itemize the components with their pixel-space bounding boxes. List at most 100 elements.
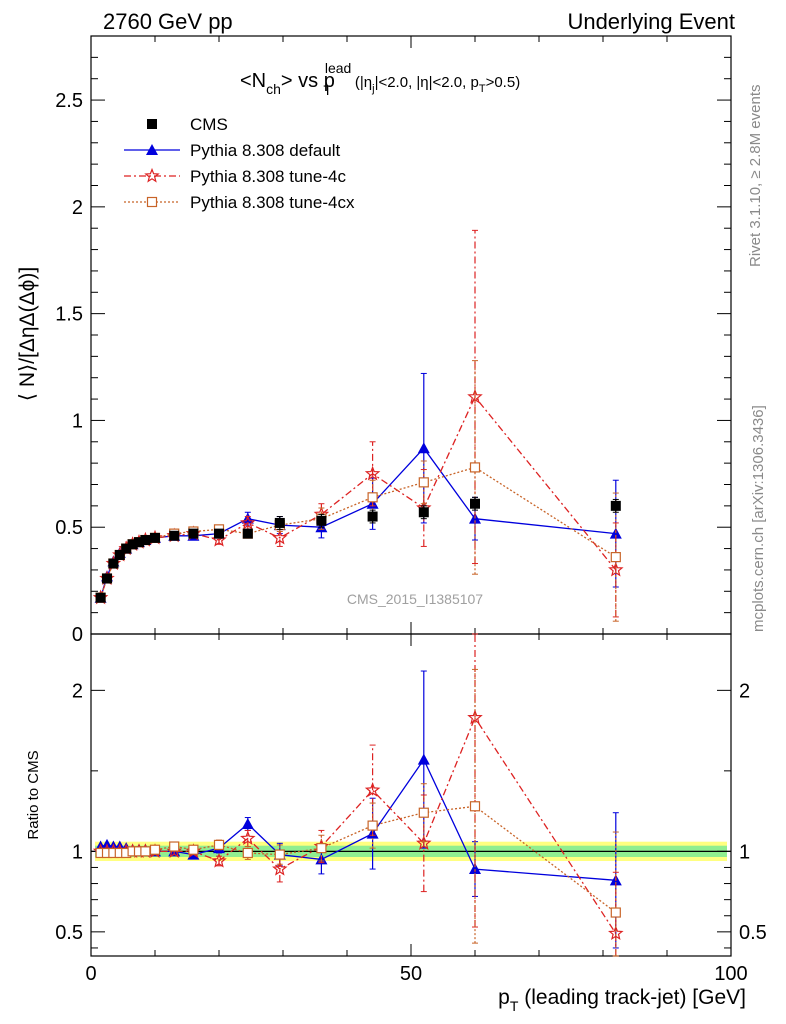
x-axis-label-sub: T xyxy=(510,998,519,1014)
ratio-point-pythia-8-308-default xyxy=(469,863,481,875)
title-cuts-end: >0.5) xyxy=(486,74,521,91)
y-axis-label-ratio: Ratio to CMS xyxy=(25,750,42,839)
ratio-point-pythia-8-308-default xyxy=(417,753,430,765)
main-point-cms xyxy=(150,532,160,543)
ratio-point-pythia-8-308-tune-4c xyxy=(272,860,288,876)
ratio-point-pythia-8-308-default xyxy=(241,817,254,829)
main-point-cms xyxy=(610,500,621,511)
main-point-cms xyxy=(95,592,106,603)
x-tick-label: 100 xyxy=(714,963,747,985)
ratio-point-pythia-8-308-tune-4cx xyxy=(367,820,378,831)
main-plot-panel: 0 0.5 1 1.5 2 2.5 xyxy=(55,35,732,646)
rivet-version-text: Rivet 3.1.10, ≥ 2.8M events xyxy=(747,85,764,268)
ratio-y-tick-label-right: 2 xyxy=(739,680,750,702)
main-point-cms xyxy=(367,511,378,522)
ratio-point-pythia-8-308-tune-4cx xyxy=(213,839,225,851)
main-point-cms xyxy=(114,549,125,560)
ratio-point-pythia-8-308-tune-4c xyxy=(240,830,256,846)
ratio-point-pythia-8-308-tune-4cx xyxy=(469,801,481,812)
title-mid: > vs p xyxy=(281,70,335,92)
ratio-plot-frame xyxy=(90,633,732,957)
ratio-line-pythia-8-308-tune-4c xyxy=(100,716,617,934)
ratio-point-pythia-8-308-tune-4c xyxy=(467,709,483,725)
main-line-pythia-8-308-tune-4c xyxy=(99,395,617,598)
ratio-y-tick-label: 1 xyxy=(72,841,83,863)
legend-label-cms: CMS xyxy=(190,115,228,134)
main-point-cms xyxy=(188,528,199,539)
main-point-pythia-8-308-tune-4c xyxy=(467,388,483,404)
x-tick-label: 50 xyxy=(400,963,422,985)
main-point-pythia-8-308-tune-4cx xyxy=(367,492,378,503)
ratio-point-pythia-8-308-tune-4c xyxy=(608,925,624,941)
main-y-tick-label: 2 xyxy=(72,197,83,219)
main-point-cms xyxy=(108,558,119,569)
ratio-point-pythia-8-308-tune-4cx xyxy=(188,844,199,855)
legend: CMS Pythia 8.308 default Pythia 8.308 tune… xyxy=(124,115,355,212)
ratio-point-pythia-8-308-tune-4cx xyxy=(149,844,161,855)
title-cuts-sub2: T xyxy=(479,83,486,95)
main-point-cms xyxy=(169,530,180,541)
main-point-pythia-8-308-tune-4c xyxy=(272,529,288,545)
x-axis-label: pT (leading track-jet) [GeV] xyxy=(498,986,746,1014)
main-point-cms xyxy=(140,535,151,546)
main-y-tick-label: 1.5 xyxy=(55,304,83,326)
x-axis-label-rest: (leading track-jet) [GeV] xyxy=(518,986,746,1009)
main-point-pythia-8-308-tune-4cx xyxy=(610,552,621,563)
legend-label-pythia-8-308-tune-4c: Pythia 8.308 tune-4c xyxy=(190,167,346,186)
main-point-cms xyxy=(127,539,138,550)
x-axis-label-p: p xyxy=(498,986,510,1009)
ratio-plot-panel: 0.5 0.5 1 1 2 2 0 50 100 xyxy=(55,633,767,985)
main-point-cms xyxy=(316,515,327,526)
main-point-cms xyxy=(242,528,253,539)
title-main-sub: ch xyxy=(266,81,281,97)
title-cuts-rest: |<2.0, |η|<2.0, p xyxy=(375,74,479,91)
ratio-point-pythia-8-308-tune-4c xyxy=(416,835,432,850)
title-mid-sub: T xyxy=(323,82,332,98)
main-point-cms xyxy=(274,517,285,528)
plot-title: <Nch> vs plead T (|ηj|<2.0, |η|<2.0, pT>0.… xyxy=(240,60,520,98)
mcplots-reference-text: mcplots.cern.ch [arXiv:1306.3436] xyxy=(750,405,767,632)
main-point-pythia-8-308-default xyxy=(417,442,430,454)
ratio-y-tick-label: 0.5 xyxy=(55,922,83,944)
main-y-tick-label: 2.5 xyxy=(55,90,83,112)
main-y-tick-label: 1 xyxy=(72,410,83,432)
main-plot-frame xyxy=(90,35,732,635)
main-point-pythia-8-308-tune-4cx xyxy=(469,462,481,473)
ratio-point-pythia-8-308-tune-4c xyxy=(211,852,227,868)
analysis-watermark: CMS_2015_I1385107 xyxy=(347,591,483,607)
ratio-point-pythia-8-308-tune-4cx xyxy=(274,849,285,860)
main-line-pythia-8-308-default xyxy=(99,447,616,598)
legend-marker-pythia-8-308-tune-4c xyxy=(144,167,160,183)
main-point-cms xyxy=(214,528,224,539)
ratio-y-tick-label: 2 xyxy=(72,680,83,702)
header-energy: 2760 GeV pp xyxy=(103,9,233,34)
ratio-point-pythia-8-308-tune-4cx xyxy=(316,843,327,854)
main-point-pythia-8-308-tune-4c xyxy=(364,465,381,481)
main-y-tick-label: 0.5 xyxy=(55,517,83,539)
main-point-cms xyxy=(134,537,144,548)
ratio-y-tick-label-right: 1 xyxy=(739,841,750,863)
main-point-pythia-8-308-tune-4c xyxy=(240,514,256,530)
ratio-point-pythia-8-308-tune-4cx xyxy=(140,846,151,857)
ratio-point-pythia-8-308-tune-4cx xyxy=(242,847,253,859)
ratio-point-pythia-8-308-tune-4c xyxy=(364,782,381,797)
main-point-cms xyxy=(418,507,429,518)
ratio-point-pythia-8-308-tune-4cx xyxy=(610,907,621,918)
ratio-point-pythia-8-308-tune-4cx xyxy=(169,841,180,852)
title-main: <N xyxy=(240,70,266,92)
legend-marker-cms xyxy=(147,119,157,129)
title-cuts: (|η xyxy=(355,74,372,91)
ratio-point-pythia-8-308-tune-4cx xyxy=(418,807,429,818)
legend-label-pythia-8-308-default: Pythia 8.308 default xyxy=(190,141,341,160)
x-tick-label: 0 xyxy=(85,963,96,985)
title-mid-sup: lead xyxy=(325,60,351,76)
main-y-tick-label: 0 xyxy=(72,624,83,646)
title-cuts-sub: j xyxy=(371,83,374,95)
main-point-pythia-8-308-tune-4cx xyxy=(418,477,429,488)
main-point-cms xyxy=(121,543,132,554)
main-point-cms xyxy=(470,498,480,509)
legend-label-pythia-8-308-tune-4cx: Pythia 8.308 tune-4cx xyxy=(190,193,355,212)
main-point-cms xyxy=(102,573,112,584)
y-axis-label-main: ⟨ N⟩/[ΔηΔ(Δϕ)] xyxy=(16,267,39,401)
